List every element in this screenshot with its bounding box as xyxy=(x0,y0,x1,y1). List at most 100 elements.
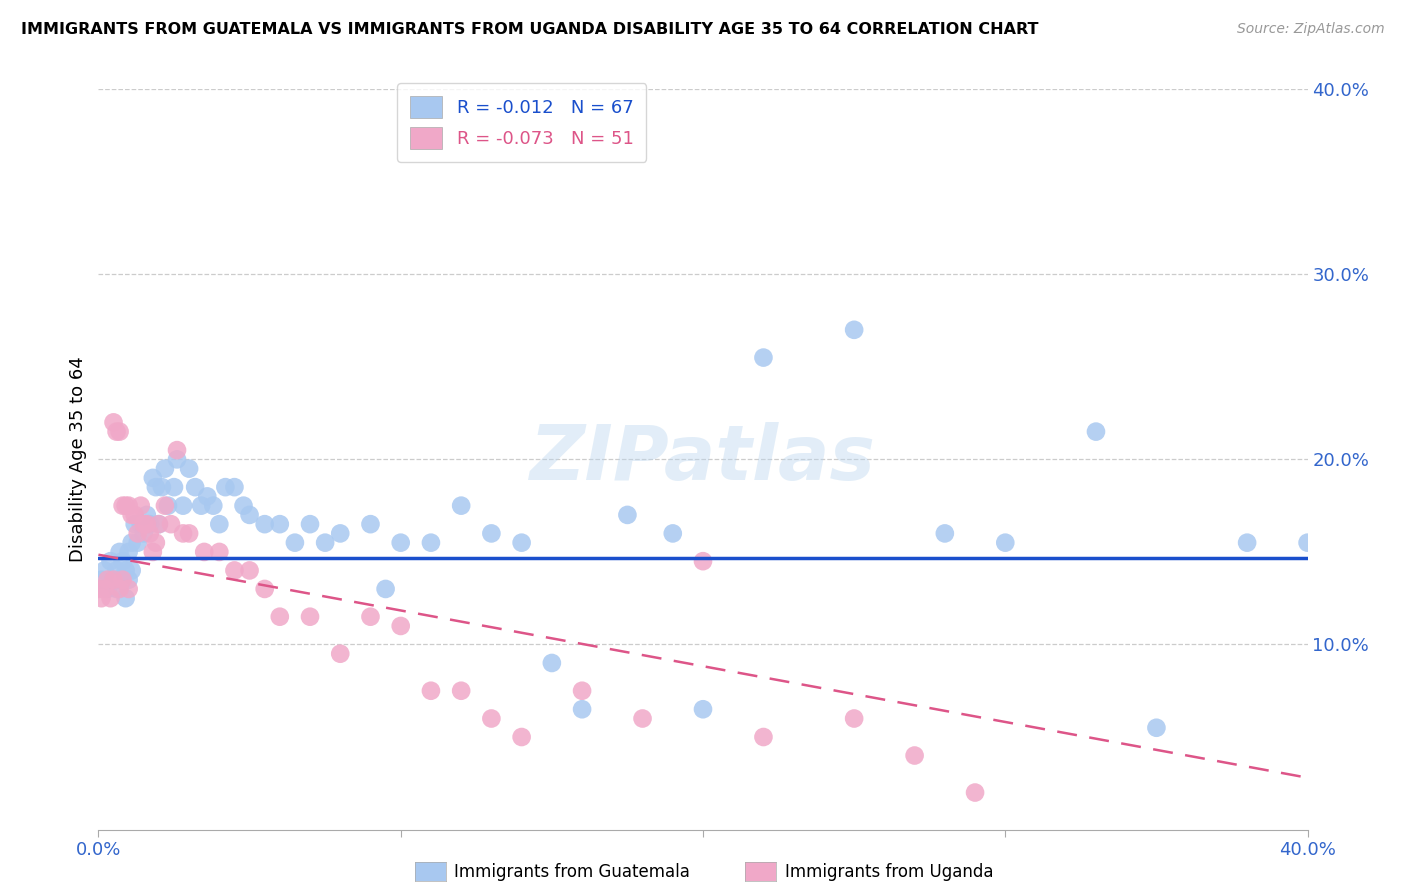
Point xyxy=(145,480,167,494)
Point xyxy=(121,564,143,578)
Point xyxy=(844,323,866,337)
Point xyxy=(93,582,115,596)
Point xyxy=(90,591,112,606)
Point xyxy=(329,526,352,541)
Point xyxy=(195,489,218,503)
Point xyxy=(156,499,179,513)
Point xyxy=(118,499,141,513)
Point xyxy=(142,545,165,559)
Point xyxy=(420,683,443,698)
Legend: R = -0.012   N = 67, R = -0.073   N = 51: R = -0.012 N = 67, R = -0.073 N = 51 xyxy=(396,84,647,161)
Point xyxy=(214,480,236,494)
Point xyxy=(127,535,149,549)
Point xyxy=(179,461,201,475)
Point xyxy=(100,554,122,568)
Point xyxy=(114,499,136,513)
Point xyxy=(299,609,322,624)
Point xyxy=(118,573,141,587)
Point xyxy=(631,712,654,726)
Text: IMMIGRANTS FROM GUATEMALA VS IMMIGRANTS FROM UGANDA DISABILITY AGE 35 TO 64 CORR: IMMIGRANTS FROM GUATEMALA VS IMMIGRANTS … xyxy=(21,22,1039,37)
Point xyxy=(153,461,176,475)
Point xyxy=(232,499,254,513)
Point xyxy=(150,480,173,494)
Point xyxy=(253,582,276,596)
Point xyxy=(420,535,443,549)
Point xyxy=(148,517,170,532)
Point xyxy=(160,517,183,532)
Point xyxy=(269,517,291,532)
Point xyxy=(96,582,118,596)
Point xyxy=(135,508,157,522)
Point xyxy=(752,351,775,365)
Point xyxy=(153,499,176,513)
Point xyxy=(389,535,412,549)
Point xyxy=(239,508,262,522)
Point xyxy=(105,564,128,578)
Point xyxy=(111,554,134,568)
Point xyxy=(163,480,186,494)
Text: Immigrants from Guatemala: Immigrants from Guatemala xyxy=(454,863,690,881)
Point xyxy=(145,535,167,549)
Point xyxy=(329,647,352,661)
Point xyxy=(360,517,382,532)
Text: ZIPatlas: ZIPatlas xyxy=(530,423,876,496)
Point xyxy=(103,573,125,587)
Point xyxy=(389,619,412,633)
Point xyxy=(965,786,987,800)
Point xyxy=(105,425,128,439)
Point xyxy=(132,517,155,532)
Point xyxy=(142,471,165,485)
Point xyxy=(844,712,866,726)
Point xyxy=(96,573,118,587)
Point xyxy=(166,452,188,467)
Point xyxy=(90,573,112,587)
Point xyxy=(692,554,714,568)
Point xyxy=(108,545,131,559)
Point xyxy=(118,545,141,559)
Point xyxy=(692,702,714,716)
Point xyxy=(284,535,307,549)
Point xyxy=(108,582,131,596)
Point xyxy=(481,712,503,726)
Point xyxy=(540,656,562,670)
Point xyxy=(934,526,956,541)
Point xyxy=(481,526,503,541)
Point xyxy=(208,545,231,559)
Point xyxy=(299,517,322,532)
Point xyxy=(904,748,927,763)
Point xyxy=(450,499,472,513)
Point xyxy=(202,499,225,513)
Point xyxy=(114,591,136,606)
Point xyxy=(121,508,143,522)
Point xyxy=(148,517,170,532)
Point xyxy=(93,564,115,578)
Text: Immigrants from Uganda: Immigrants from Uganda xyxy=(785,863,993,881)
Point xyxy=(124,517,146,532)
Point xyxy=(114,564,136,578)
Point xyxy=(374,582,396,596)
Point xyxy=(253,517,276,532)
Point xyxy=(571,702,593,716)
Point xyxy=(118,582,141,596)
Point xyxy=(1085,425,1108,439)
Point xyxy=(100,591,122,606)
Point xyxy=(179,526,201,541)
Point xyxy=(510,730,533,744)
Point xyxy=(108,573,131,587)
Y-axis label: Disability Age 35 to 64: Disability Age 35 to 64 xyxy=(69,357,87,562)
Point xyxy=(269,609,291,624)
Point xyxy=(139,517,162,532)
Point xyxy=(239,564,262,578)
Point xyxy=(135,517,157,532)
Point xyxy=(360,609,382,624)
Point xyxy=(103,415,125,429)
Point xyxy=(172,499,194,513)
Point xyxy=(190,499,212,513)
Point xyxy=(139,526,162,541)
Point xyxy=(1144,721,1167,735)
Point xyxy=(121,535,143,549)
Point xyxy=(111,499,134,513)
Point xyxy=(184,480,207,494)
Point xyxy=(752,730,775,744)
Point xyxy=(450,683,472,698)
